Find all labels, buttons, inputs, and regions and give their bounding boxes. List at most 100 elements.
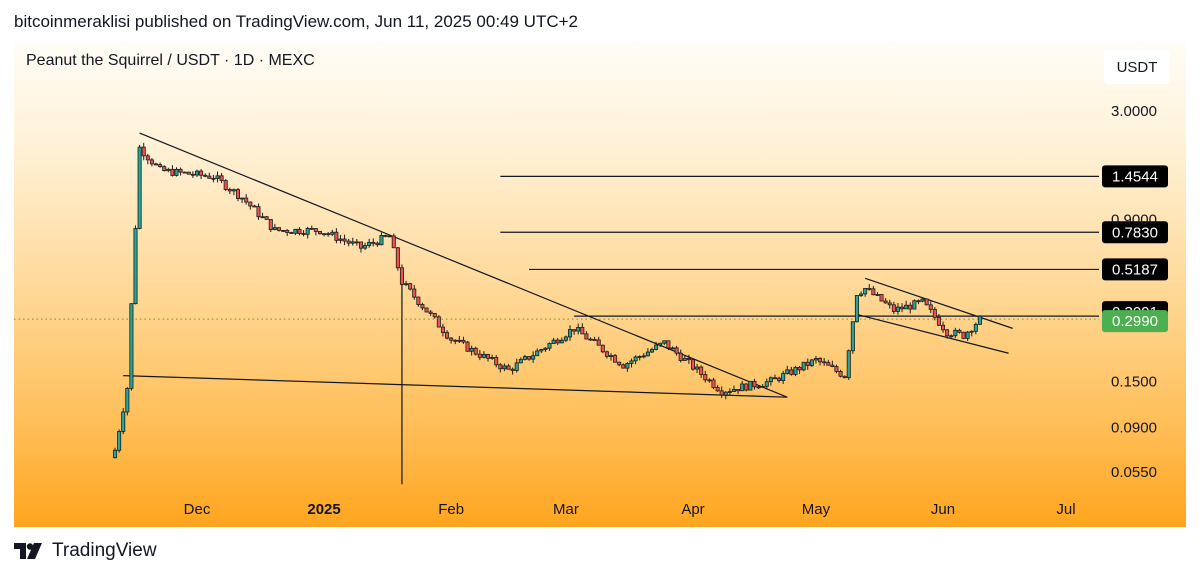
candle — [977, 315, 982, 326]
candle — [252, 204, 257, 208]
candle — [276, 227, 281, 232]
candle — [908, 302, 913, 314]
x-axis-label: Feb — [438, 501, 464, 518]
candle — [391, 233, 396, 249]
candle — [649, 347, 654, 354]
candle — [268, 219, 273, 233]
candle — [498, 363, 503, 373]
candle — [203, 173, 208, 178]
candle — [563, 335, 568, 343]
candle — [301, 230, 306, 237]
candle — [186, 171, 191, 175]
currency-unit-button[interactable]: USDT — [1104, 50, 1170, 84]
candle — [936, 314, 941, 326]
candle — [305, 226, 310, 239]
candle — [535, 348, 540, 357]
candle — [207, 172, 212, 179]
candle — [125, 387, 130, 416]
candle — [256, 203, 261, 220]
candle — [149, 157, 154, 167]
candle — [260, 212, 265, 219]
candle — [859, 291, 864, 297]
candle — [334, 228, 339, 244]
candle — [592, 336, 597, 341]
candle — [625, 362, 630, 372]
flag-upper-line — [864, 277, 1013, 329]
candle — [182, 171, 187, 174]
candle — [580, 323, 585, 335]
candle — [490, 354, 495, 360]
candle — [678, 349, 683, 363]
candle — [838, 369, 843, 378]
candle — [309, 225, 314, 230]
candle — [686, 354, 691, 364]
candle — [387, 234, 392, 238]
candle — [514, 358, 519, 373]
candle — [785, 365, 790, 375]
candle — [965, 330, 970, 342]
candle — [178, 167, 183, 176]
candle — [469, 345, 474, 356]
candle — [744, 383, 749, 392]
candle — [949, 334, 954, 338]
candle — [941, 321, 946, 333]
candle — [297, 227, 302, 236]
svg-text:0.7830: 0.7830 — [1112, 224, 1158, 241]
candle — [969, 330, 974, 337]
candle — [121, 407, 126, 435]
candle — [559, 337, 564, 344]
y-axis-tick-label: 0.0550 — [1111, 464, 1157, 481]
candle — [879, 294, 884, 302]
candle — [424, 307, 429, 313]
candle — [645, 348, 650, 357]
x-axis-label: May — [802, 501, 831, 518]
candle — [658, 342, 663, 348]
candle — [404, 280, 409, 287]
candle — [219, 172, 224, 184]
candle — [801, 361, 806, 372]
candle — [494, 354, 499, 368]
candle — [703, 370, 708, 383]
candle — [346, 238, 351, 247]
candle — [322, 233, 327, 237]
candle — [695, 363, 700, 374]
candle — [957, 328, 962, 334]
candle — [285, 229, 290, 237]
brand-footer[interactable]: TradingView — [14, 540, 157, 562]
candle — [395, 246, 400, 271]
x-axis-label: Jul — [1056, 501, 1075, 518]
candle — [510, 367, 515, 375]
brand-name: TradingView — [52, 540, 157, 561]
candle — [748, 380, 753, 391]
candle — [145, 153, 150, 165]
candle — [293, 228, 298, 236]
candle — [457, 336, 462, 344]
candle — [670, 346, 675, 350]
svg-text:0.2990: 0.2990 — [1112, 313, 1158, 330]
candle — [768, 376, 773, 386]
candle — [481, 351, 486, 359]
x-axis-label: Dec — [184, 501, 211, 518]
candle — [453, 339, 458, 345]
candle — [350, 237, 355, 246]
candle — [662, 340, 667, 345]
candle — [215, 171, 220, 183]
candle — [731, 385, 736, 392]
candle — [248, 201, 253, 210]
candle — [871, 285, 876, 296]
candle — [629, 358, 634, 368]
candle — [576, 323, 581, 335]
candle — [875, 292, 880, 296]
candle — [133, 225, 138, 305]
candle — [551, 337, 556, 344]
y-axis-tick-label: 0.9000 — [1111, 212, 1157, 229]
candle — [756, 385, 761, 390]
candle — [170, 165, 175, 177]
candle — [326, 231, 331, 237]
candle — [715, 385, 720, 392]
candle — [445, 330, 450, 340]
candle — [752, 378, 757, 390]
candle — [211, 174, 216, 183]
